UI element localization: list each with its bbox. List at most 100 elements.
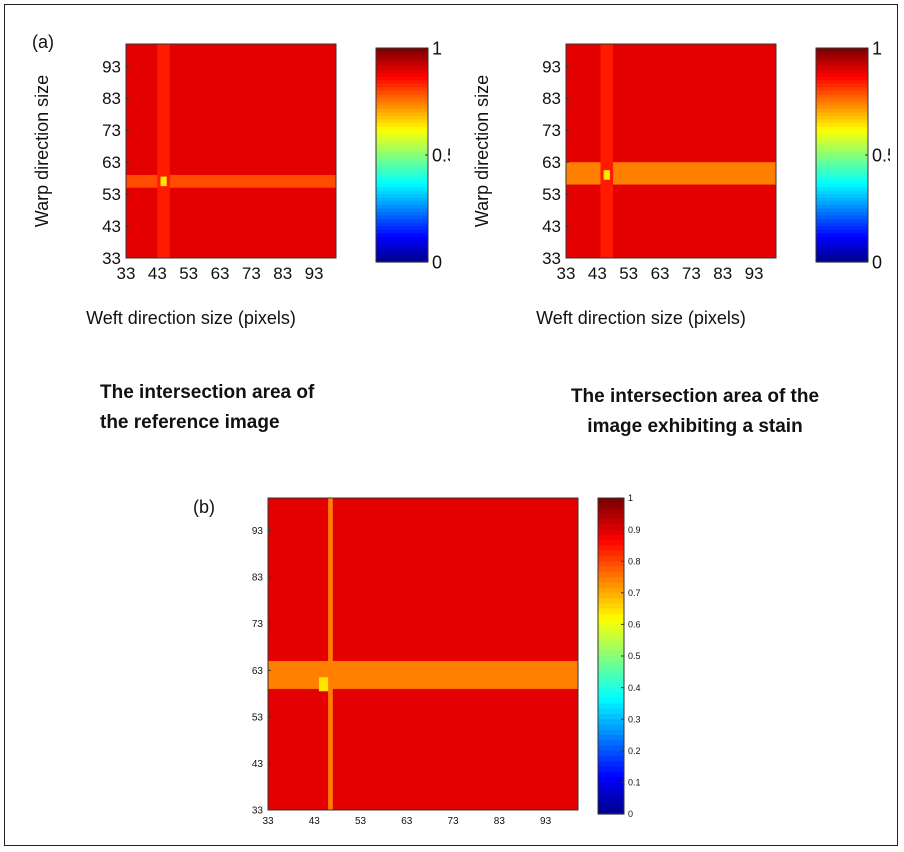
colorbar-segment <box>816 233 868 238</box>
y-tick-label: 93 <box>542 57 561 76</box>
x-tick-label: 33 <box>262 816 274 827</box>
colorbar-segment <box>816 158 868 163</box>
x-tick-label: 73 <box>448 816 460 827</box>
colorbar-segment <box>598 719 624 726</box>
colorbar-segment <box>816 69 868 74</box>
colorbar-segment <box>376 172 428 177</box>
colorbar-segment <box>816 244 868 249</box>
x-tick-label: 93 <box>745 264 764 283</box>
vertical-band <box>157 44 170 258</box>
colorbar-segment <box>816 80 868 85</box>
colorbar-segment <box>376 222 428 227</box>
colorbar-segment <box>816 137 868 142</box>
colorbar-segment <box>816 83 868 88</box>
colorbar-segment <box>598 735 624 741</box>
horizontal-band <box>566 162 776 185</box>
colorbar-segment <box>376 94 428 99</box>
x-tick-label: 93 <box>540 816 552 827</box>
colorbar-segment <box>598 561 624 568</box>
colorbar-segment <box>376 169 428 174</box>
x-tick-label: 63 <box>211 264 230 283</box>
colorbar-segment <box>598 650 624 657</box>
colorbar-segment <box>376 122 428 128</box>
colorbar-segment <box>598 792 624 799</box>
colorbar-segment <box>816 179 868 185</box>
colorbar-segment <box>376 187 428 192</box>
colorbar-segment <box>598 613 624 620</box>
colorbar-segment <box>376 69 428 74</box>
colorbar-segment <box>598 540 624 546</box>
colorbar-segment <box>816 151 868 156</box>
colorbar-tick-label: 1 <box>432 38 442 58</box>
colorbar-segment <box>816 130 868 135</box>
colorbar-segment <box>376 62 428 67</box>
colorbar-segment <box>598 661 624 668</box>
y-tick-label: 53 <box>542 185 561 204</box>
colorbar-segment <box>816 105 868 110</box>
panel-a-label: (a) <box>32 32 54 52</box>
colorbar-tick-label: 0.7 <box>628 588 641 598</box>
colorbar-segment <box>598 555 624 562</box>
colorbar-segment <box>816 204 868 210</box>
panel-b-label: (b) <box>193 497 215 517</box>
colorbar-segment <box>816 197 868 202</box>
colorbar-segment <box>598 729 624 736</box>
colorbar-segment <box>376 183 428 188</box>
horizontal-band <box>268 660 578 689</box>
colorbar-segment <box>598 545 624 552</box>
colorbar-segment <box>816 62 868 67</box>
colorbar-segment <box>598 598 624 604</box>
colorbar-segment <box>598 687 624 694</box>
colorbar-segment <box>376 108 428 113</box>
colorbar-segment <box>598 740 624 747</box>
colorbar-segment <box>376 130 428 135</box>
x-tick-label: 83 <box>494 816 506 827</box>
colorbar-segment <box>376 105 428 110</box>
colorbar-segment <box>376 237 428 242</box>
colorbar-segment <box>598 798 624 805</box>
colorbar-segment <box>816 165 868 170</box>
colorbar-segment <box>816 212 868 217</box>
colorbar-segment <box>598 529 624 536</box>
colorbar-tick-label: 0 <box>872 252 882 272</box>
colorbar-segment <box>376 165 428 170</box>
colorbar-segment <box>598 608 624 615</box>
colorbar-segment <box>376 119 428 124</box>
y-tick-label: 73 <box>102 121 121 140</box>
peak-cell <box>160 176 167 187</box>
colorbar-segment <box>376 83 428 88</box>
colorbar-segment <box>816 208 868 213</box>
colorbar-segment <box>816 101 868 106</box>
colorbar-segment <box>598 519 624 525</box>
y-axis-label: Warp direction size <box>32 75 52 227</box>
caption-right-line1: The intersection area of the <box>570 386 820 407</box>
colorbar-segment <box>598 692 624 699</box>
colorbar-segment <box>816 58 868 63</box>
colorbar-segment <box>816 108 868 113</box>
colorbar-segment <box>376 76 428 81</box>
colorbar-segment <box>376 55 428 60</box>
colorbar-segment <box>376 240 428 245</box>
colorbar-segment <box>598 524 624 531</box>
x-tick-label: 43 <box>148 264 167 283</box>
x-tick-label: 43 <box>588 264 607 283</box>
vertical-band <box>600 44 614 258</box>
colorbar-segment <box>376 194 428 199</box>
colorbar-segment <box>816 201 868 206</box>
colorbar-segment <box>598 671 624 678</box>
colorbar-tick-label: 0 <box>432 252 442 272</box>
colorbar-segment <box>376 147 428 153</box>
colorbar-segment <box>598 777 624 783</box>
y-tick-label: 33 <box>102 249 121 268</box>
heatmap-difference: 33 43 53 63 73 83 93 93 83 73 63 53 43 33 1 0.9 0.8 0.7 0.… <box>252 493 641 827</box>
colorbar-segment <box>598 634 624 641</box>
colorbar-segment <box>376 65 428 70</box>
colorbar-segment <box>376 140 428 145</box>
heatmap-background <box>566 44 776 258</box>
y-tick-label: 63 <box>102 153 121 172</box>
colorbar-tick-label: 0.5 <box>432 145 450 165</box>
colorbar-tick-label: 0.5 <box>628 651 641 661</box>
colorbar-segment <box>816 176 868 181</box>
colorbar-segment <box>816 187 868 192</box>
colorbar-segment <box>816 122 868 128</box>
